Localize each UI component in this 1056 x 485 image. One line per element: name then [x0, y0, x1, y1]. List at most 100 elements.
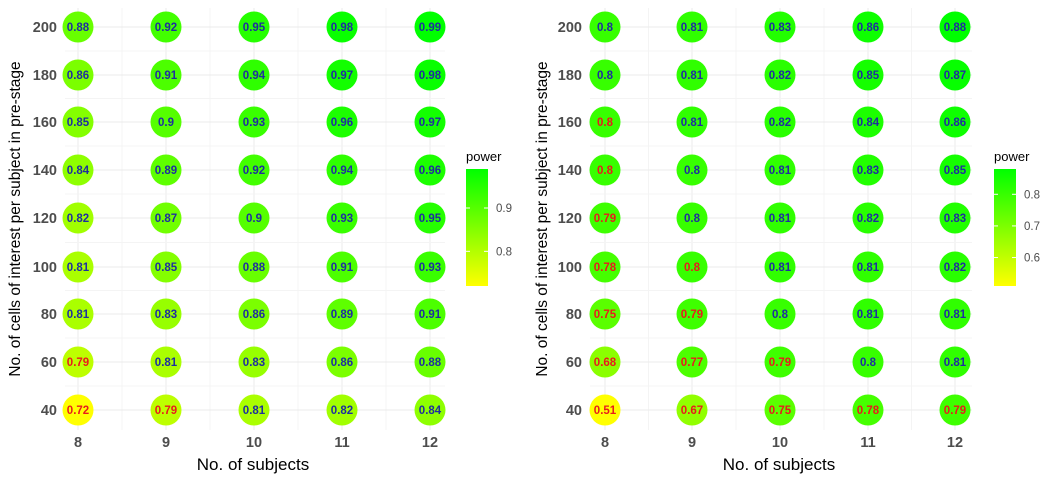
bubble: [939, 298, 971, 330]
bubble-value-label: 0.83: [769, 22, 791, 34]
bubble-value-label: 0.84: [857, 117, 880, 129]
bubble-value-label: 0.84: [67, 165, 90, 177]
bubble-value-label: 0.85: [67, 117, 90, 129]
bubble-value-label: 0.83: [857, 165, 879, 177]
bubble: [326, 202, 358, 234]
bubble-value-label: 0.83: [155, 309, 177, 321]
bubble: [238, 251, 270, 283]
bubble-value-label: 0.79: [155, 405, 177, 417]
bubble-value-label: 0.81: [769, 213, 792, 225]
bubble: [852, 202, 884, 234]
x-tick-label: 8: [74, 435, 82, 451]
legend: power 0.8 0.9: [466, 149, 512, 286]
y-tick-label: 180: [558, 68, 582, 84]
bubble-value-label: 0.8: [597, 117, 614, 129]
bubble-value-label: 0.98: [331, 22, 354, 34]
bubble-value-label: 0.95: [419, 213, 442, 225]
bubble-value-label: 0.93: [331, 213, 353, 225]
bubble-value-label: 0.96: [419, 165, 441, 177]
y-tick-label: 200: [33, 20, 57, 36]
bubble-value-label: 0.75: [769, 405, 792, 417]
bubble: [326, 298, 358, 330]
bubble-value-label: 0.98: [419, 70, 442, 82]
bubble-value-label: 0.9: [246, 213, 262, 225]
bubble: [238, 298, 270, 330]
bubble-value-label: 0.67: [681, 405, 703, 417]
bubble-value-label: 0.85: [944, 165, 967, 177]
bubble: [238, 154, 270, 186]
bubble-value-label: 0.68: [594, 357, 617, 369]
bubble: [852, 11, 884, 43]
bubble-value-label: 0.84: [419, 405, 442, 417]
bubble: [326, 346, 358, 378]
bubble: [676, 298, 708, 330]
bubble-value-label: 0.8: [684, 262, 701, 274]
bubble-value-label: 0.86: [857, 22, 879, 34]
bubble-value-label: 0.88: [243, 262, 266, 274]
x-tick-label: 10: [246, 435, 262, 451]
bubble-value-label: 0.99: [419, 22, 441, 34]
bubble-value-label: 0.82: [331, 405, 353, 417]
bubble: [676, 202, 708, 234]
bubble: [852, 251, 884, 283]
bubble-value-label: 0.94: [243, 70, 266, 82]
bubble-value-label: 0.86: [331, 357, 353, 369]
bubble-value-label: 0.75: [594, 309, 617, 321]
bubble: [939, 59, 971, 91]
bubble: [414, 251, 446, 283]
y-tick-label: 60: [566, 355, 582, 371]
bubble: [150, 298, 182, 330]
bubble-value-label: 0.85: [155, 262, 178, 274]
legend-colorbar: [466, 169, 488, 286]
y-tick-label: 40: [566, 403, 582, 419]
bubble: [676, 154, 708, 186]
bubble: [764, 11, 796, 43]
bubble: [589, 346, 621, 378]
bubble: [326, 11, 358, 43]
x-tick-label: 12: [422, 435, 438, 451]
bubble-value-label: 0.81: [944, 309, 967, 321]
bubble: [852, 154, 884, 186]
bubble: [62, 11, 94, 43]
bubble-value-label: 0.85: [857, 70, 880, 82]
bubble-value-label: 0.91: [331, 262, 354, 274]
bubble: [326, 154, 358, 186]
y-tick-label: 160: [558, 115, 582, 131]
bubble: [414, 394, 446, 426]
bubble: [326, 106, 358, 138]
bubble-value-label: 0.92: [243, 165, 265, 177]
bubble: [150, 251, 182, 283]
legend: power 0.6 0.7 0.8: [994, 149, 1040, 286]
bubble-value-label: 0.8: [860, 357, 877, 369]
bubble-value-label: 0.81: [67, 309, 90, 321]
bubble-value-label: 0.82: [769, 70, 791, 82]
bubble-value-label: 0.81: [681, 70, 704, 82]
bubble: [150, 59, 182, 91]
bubble-value-label: 0.93: [419, 262, 441, 274]
bubble-value-label: 0.88: [944, 22, 967, 34]
legend-title: power: [466, 149, 502, 164]
bubble-value-label: 0.9: [158, 117, 174, 129]
x-tick-label: 9: [162, 435, 170, 451]
bubble-value-label: 0.79: [681, 309, 703, 321]
bubble-value-label: 0.88: [419, 357, 442, 369]
bubble: [939, 106, 971, 138]
bubble: [939, 346, 971, 378]
bubble: [150, 346, 182, 378]
bubble-value-label: 0.97: [331, 70, 353, 82]
bubble-value-label: 0.87: [155, 213, 177, 225]
bubble-value-label: 0.97: [419, 117, 441, 129]
bubble-value-label: 0.83: [944, 213, 966, 225]
legend-colorbar: [994, 169, 1016, 286]
bubble-value-label: 0.82: [944, 262, 966, 274]
legend-tick-label: 0.8: [496, 246, 512, 258]
x-tick-label: 8: [601, 435, 609, 451]
bubble: [326, 394, 358, 426]
bubble: [238, 202, 270, 234]
bubble: [589, 251, 621, 283]
legend-tick-label: 0.6: [1024, 253, 1040, 265]
x-tick-label: 11: [334, 435, 349, 451]
x-tick-label: 10: [772, 435, 788, 451]
bubble: [764, 346, 796, 378]
